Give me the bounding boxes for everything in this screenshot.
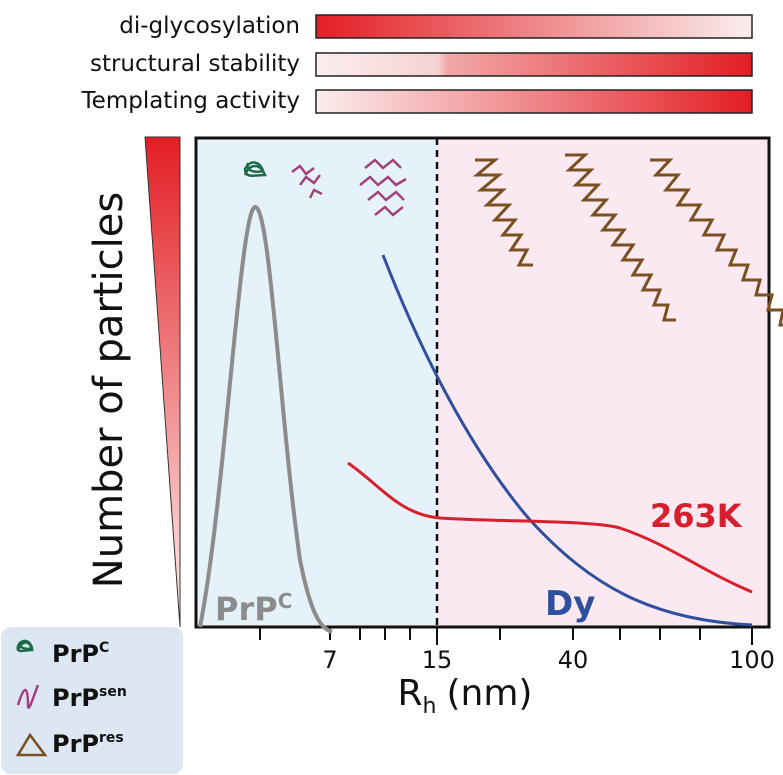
bar-label: structural stability [90, 51, 300, 77]
bar-label: Templating activity [81, 88, 300, 114]
curve-label: Dy [545, 584, 595, 624]
x-axis-label: Rh(nm) [398, 673, 533, 719]
gradient-bar [316, 15, 752, 38]
x-tick-label: 15 [422, 646, 453, 674]
gradient-bar [316, 90, 752, 113]
region-pink [437, 138, 769, 627]
x-ticks [260, 627, 752, 645]
gradient-triangle [145, 137, 180, 627]
x-tick-label: 7 [322, 646, 337, 674]
x-tick-label: 100 [729, 646, 775, 674]
gradient-bar [316, 53, 752, 76]
x-tick-label: 40 [558, 646, 589, 674]
figure: di-glycosylation structural stability Te… [0, 0, 783, 775]
region-blue [196, 138, 437, 627]
bar-label: di-glycosylation [119, 13, 300, 39]
curve-label: 263K [650, 497, 743, 535]
y-axis-label: Number of particles [86, 192, 132, 588]
